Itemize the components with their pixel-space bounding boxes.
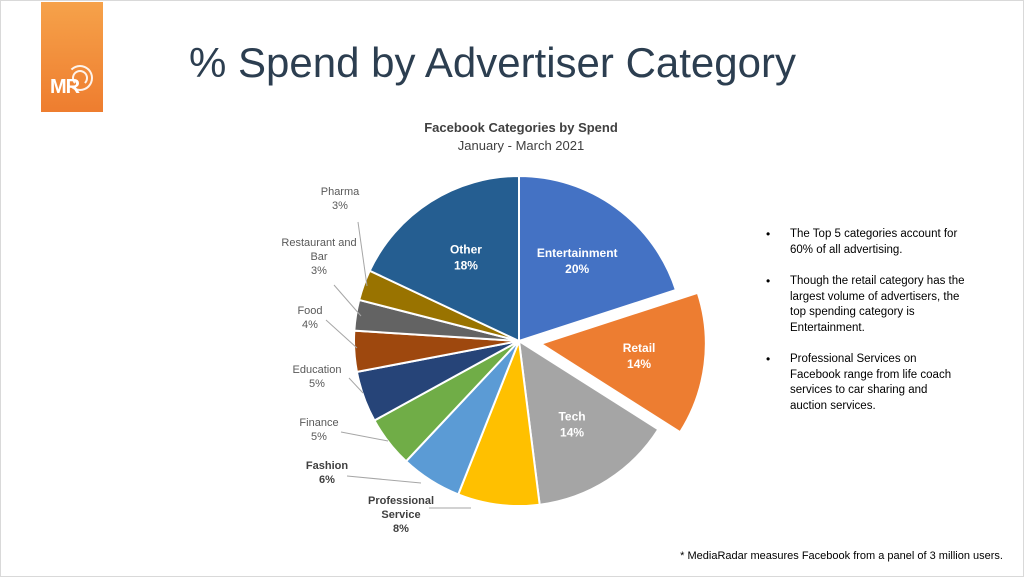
slice-label-name: Education [293, 364, 342, 376]
leader-line [333, 284, 362, 317]
pie-slice-tech [517, 339, 660, 506]
slice-label-value: 14% [627, 357, 651, 371]
pie-slice-retail [538, 291, 707, 434]
slice-label-name: Professional [368, 495, 434, 507]
slice-label-value: 6% [319, 474, 335, 486]
slice-label-value: 5% [309, 378, 325, 390]
slide-title: % Spend by Advertiser Category [189, 39, 796, 86]
footnote: * MediaRadar measures Facebook from a pa… [680, 550, 1003, 562]
insight-bullet: Professional Services on Facebook range … [766, 352, 966, 414]
slice-label-name: Restaurant and [281, 237, 356, 249]
leader-line [340, 431, 389, 442]
leader-line [357, 221, 368, 287]
insight-bullet: Though the retail category has the large… [766, 274, 966, 336]
slice-label-name: Entertainment [537, 246, 618, 260]
slice-label-value: 18% [454, 258, 478, 272]
slice-label-name: Finance [299, 417, 338, 429]
slice-label-value: 3% [332, 200, 348, 212]
slice-label-value: 3% [311, 265, 327, 277]
slice-label-name: Tech [558, 410, 585, 424]
pie-slice-other [368, 174, 520, 343]
radar-inner-ring-icon [72, 70, 88, 86]
slice-label-name: Service [381, 509, 420, 521]
logo-text: MR [50, 76, 80, 98]
slice-label-name: Food [297, 305, 322, 317]
chart-subtitle: January - March 2021 [457, 138, 585, 153]
chart-title: Facebook Categories by Spend [424, 120, 618, 135]
slice-label-value: 14% [560, 426, 584, 440]
leader-line [346, 475, 422, 484]
slice-label-name: Bar [310, 251, 327, 263]
slice-label-value: 20% [565, 262, 589, 276]
slice-label-name: Other [450, 242, 482, 256]
slice-label-name: Fashion [306, 460, 348, 472]
slice-label-value: 4% [302, 319, 318, 331]
pie-slice-entertainment [518, 174, 678, 343]
slice-label-value: 5% [311, 431, 327, 443]
radar-ring-icon [67, 65, 93, 91]
insight-bullet: The Top 5 categories account for 60% of … [766, 227, 966, 258]
insights-list: The Top 5 categories account for 60% of … [766, 227, 966, 430]
leader-line [325, 319, 358, 349]
slice-label-value: 8% [393, 523, 409, 535]
leader-line [348, 377, 364, 394]
slice-label-name: Retail [623, 341, 656, 355]
mediaradar-logo: MR [41, 2, 103, 112]
slice-label-name: Pharma [321, 186, 360, 198]
